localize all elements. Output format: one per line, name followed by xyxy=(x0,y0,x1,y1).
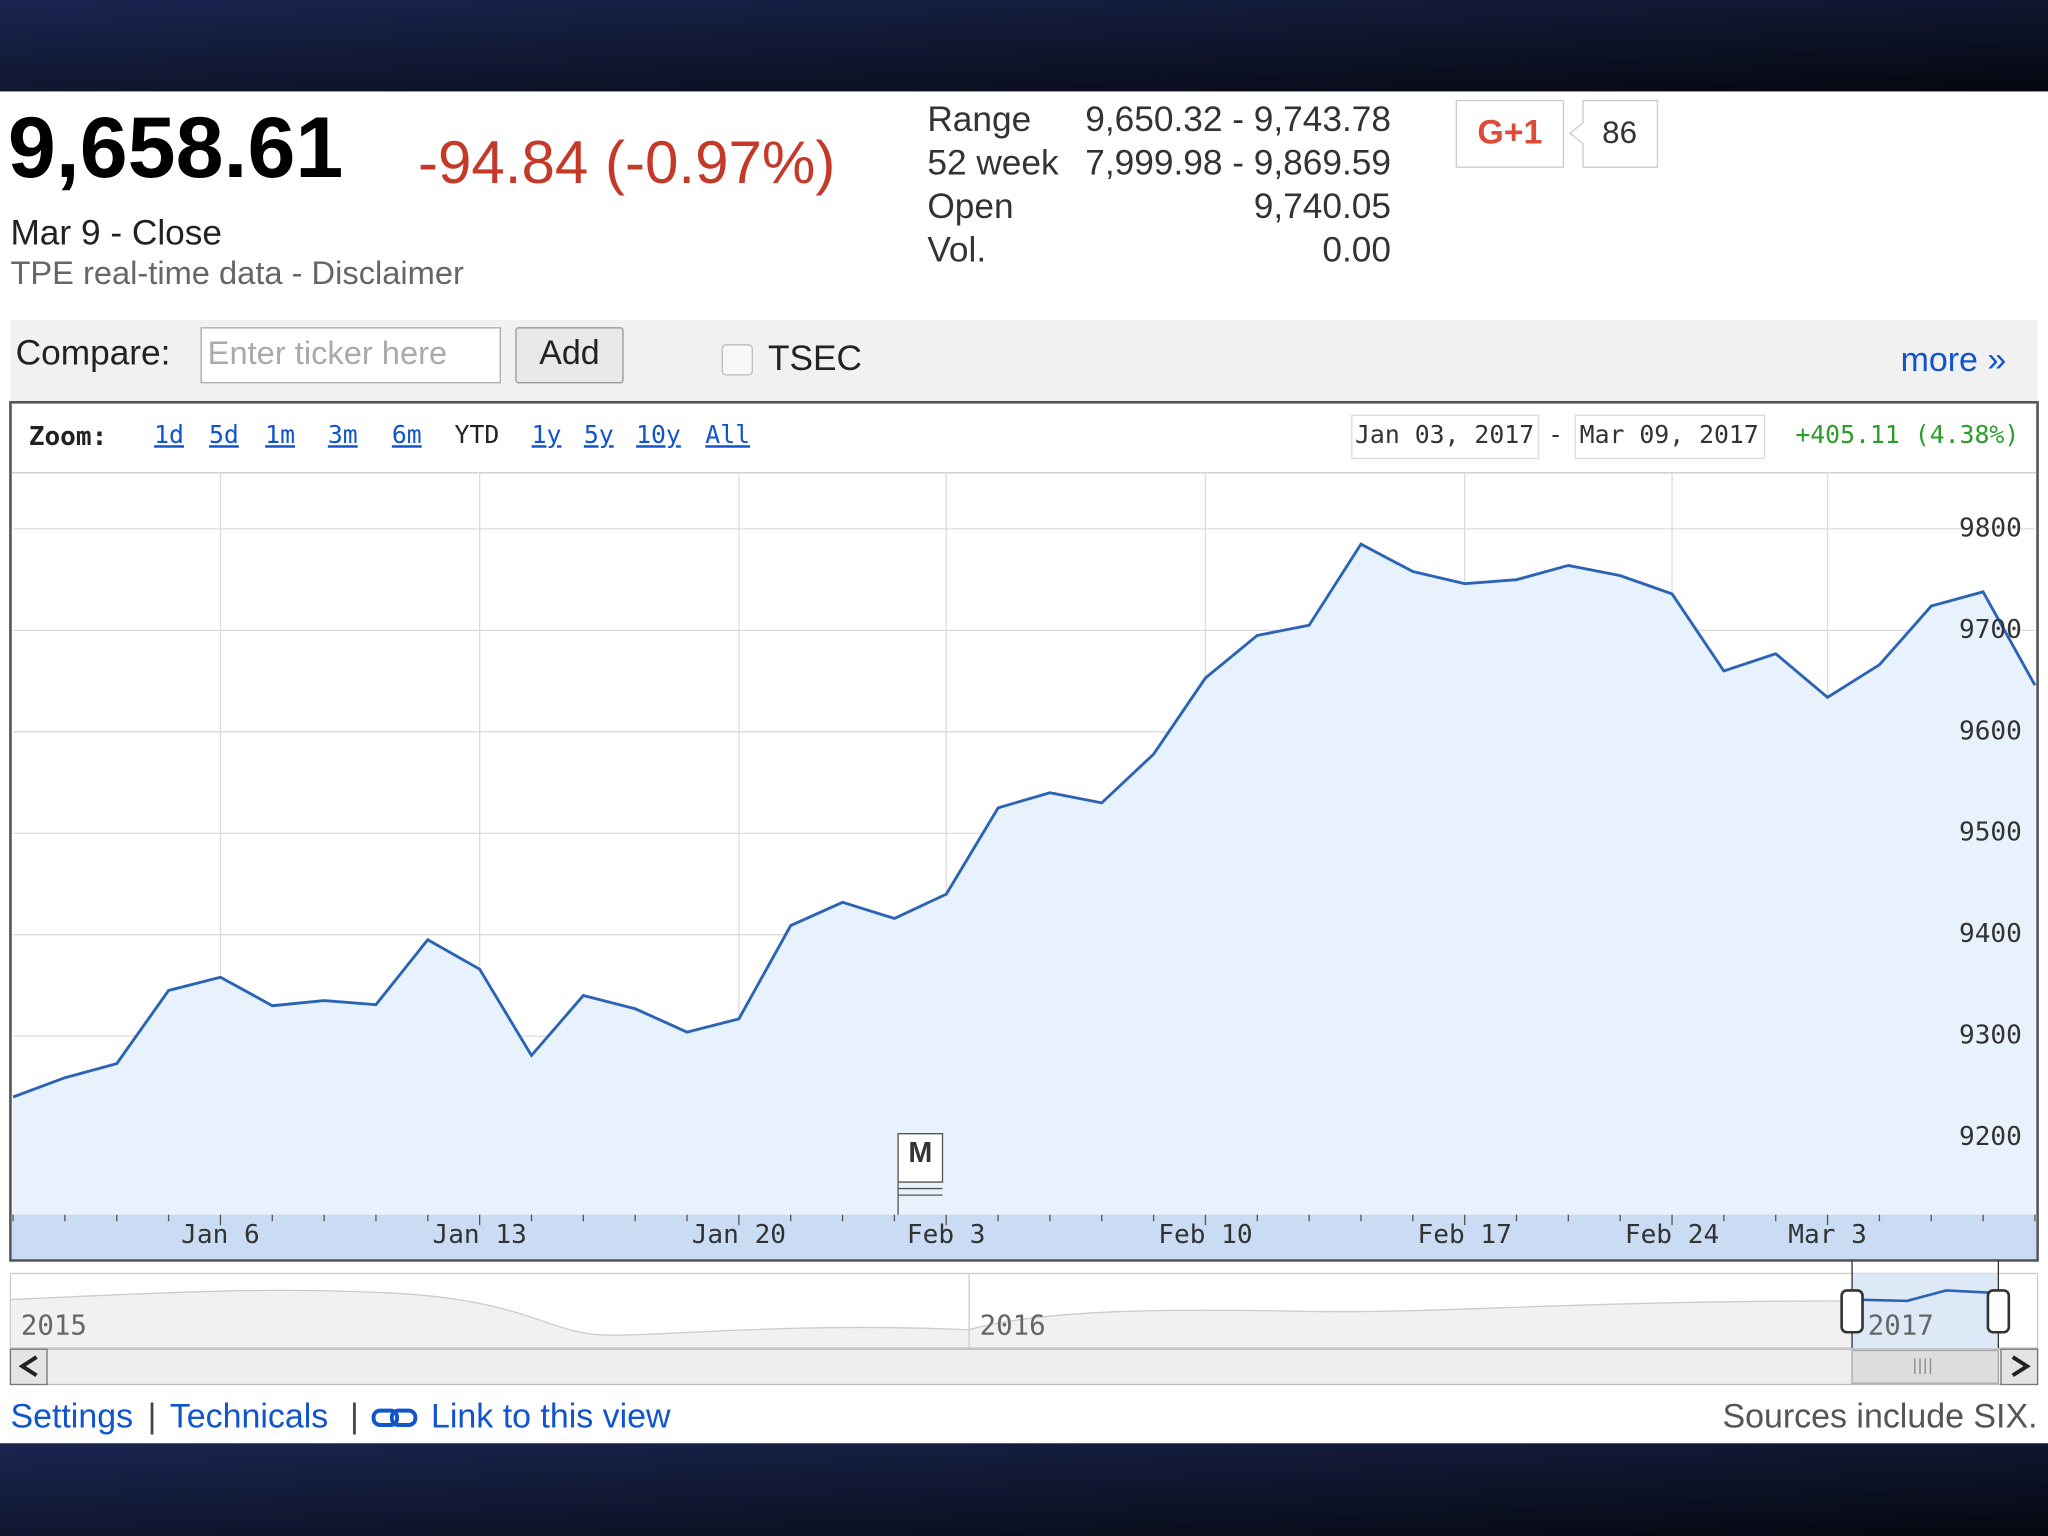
y-tick-label: 9800 xyxy=(1959,513,2022,543)
scrollbar[interactable] xyxy=(9,1348,2039,1386)
compare-label: Compare: xyxy=(16,334,171,373)
plus-one-button[interactable] xyxy=(1455,99,1565,168)
plus-one-label[interactable]: G+1 xyxy=(1477,113,1542,151)
ticker-placeholder[interactable]: Enter ticker here xyxy=(208,334,447,371)
date-from-box[interactable] xyxy=(1351,414,1540,460)
zoom-option: YTD xyxy=(455,420,500,449)
zoom-option[interactable]: 6m xyxy=(392,420,422,449)
add-button[interactable] xyxy=(515,327,624,384)
price-line xyxy=(12,542,2037,1099)
navigator-history xyxy=(9,1289,1853,1349)
navigator-selection-line xyxy=(1852,1289,1999,1303)
marker-label[interactable]: M xyxy=(908,1137,932,1169)
zoom-option[interactable]: 1y xyxy=(532,420,562,449)
price: 9,658.61 xyxy=(8,100,344,196)
selection-handle[interactable] xyxy=(1986,1289,2011,1334)
x-tick-label: Jan 13 xyxy=(432,1220,526,1250)
zoom-options: 1d 5d 1m 3m 6m YTD 1y 5y 10y All xyxy=(154,420,750,449)
year-label: 2015 xyxy=(21,1311,87,1342)
navigator-years: 2015 2016 2017 xyxy=(21,1311,1934,1342)
right-arrow xyxy=(2011,1355,2031,1377)
date-separator: - xyxy=(1548,420,1563,449)
left-arrow xyxy=(18,1355,38,1377)
marker-flag[interactable] xyxy=(897,1133,944,1215)
stat-label: Range xyxy=(927,100,1031,139)
period-change: +405.11 (4.38%) xyxy=(1795,420,2019,449)
tsec-label[interactable]: TSEC xyxy=(768,339,862,378)
scroll-left[interactable] xyxy=(9,1348,48,1386)
price-change: -94.84 (-0.97%) xyxy=(418,129,835,196)
plot: 9200 9300 9400 9500 9600 9700 9800 Jan 6 Jan 13 J… xyxy=(11,474,2037,1260)
scroll-right[interactable] xyxy=(2000,1348,2039,1386)
year-label: 2017 xyxy=(1868,1311,1934,1342)
add-button-label[interactable]: Add xyxy=(539,334,599,372)
zoom-label: Zoom: xyxy=(29,422,108,452)
navigator-selection[interactable] xyxy=(1852,1273,1999,1348)
area xyxy=(13,544,2035,1215)
x-tick-label: Jan 20 xyxy=(692,1220,786,1250)
y-tick-label: 9300 xyxy=(1959,1021,2022,1051)
stat-value: 0.00 xyxy=(1322,230,1391,269)
y-tick-label: 9500 xyxy=(1959,818,2022,848)
bottom-background xyxy=(0,1443,2048,1536)
link-icon[interactable] xyxy=(371,1408,418,1427)
zoom-option[interactable]: 5y xyxy=(584,420,614,449)
stat-value: 9,740.05 xyxy=(1254,187,1391,226)
date-from[interactable]: Jan 03, 2017 xyxy=(1355,420,1534,449)
stat-label: Open xyxy=(927,187,1013,226)
x-tick-label: Jan 6 xyxy=(181,1220,260,1250)
separator: | xyxy=(148,1397,157,1435)
more-link[interactable]: more » xyxy=(1901,341,2007,379)
y-tick-label: 9200 xyxy=(1959,1122,2022,1152)
stat-value: 7,999.98 - 9,869.59 xyxy=(1085,143,1391,182)
x-tick-label: Feb 3 xyxy=(907,1220,986,1250)
stat-label: 52 week xyxy=(927,143,1059,182)
view-link[interactable]: Link to this view xyxy=(431,1397,671,1435)
ticker-input[interactable] xyxy=(200,327,501,384)
y-tick-label: 9700 xyxy=(1959,615,2022,645)
y-tick-label: 9600 xyxy=(1959,716,2022,746)
x-tick-label: Feb 17 xyxy=(1418,1220,1512,1250)
date-to[interactable]: Mar 09, 2017 xyxy=(1580,420,1759,449)
date-to-box[interactable] xyxy=(1574,414,1766,460)
zoom-option[interactable]: All xyxy=(705,420,750,449)
top-background xyxy=(0,0,2048,92)
zoom-option[interactable]: 5d xyxy=(209,420,239,449)
technicals-link[interactable]: Technicals xyxy=(170,1397,328,1435)
selection-handle[interactable] xyxy=(1840,1289,1864,1334)
data-source: TPE real-time data - Disclaimer xyxy=(10,254,464,291)
stats: Range 9,650.32 - 9,743.78 52 week 7,999.98 … xyxy=(927,100,1391,269)
settings-link[interactable]: Settings xyxy=(10,1397,133,1435)
tsec-checkbox[interactable] xyxy=(721,344,753,376)
plus-one-count: 86 xyxy=(1602,115,1637,150)
zoom-option[interactable]: 1m xyxy=(265,420,295,449)
x-tick-label: Feb 24 xyxy=(1625,1220,1719,1250)
count-bubble xyxy=(1568,99,1659,168)
y-tick-label: 9400 xyxy=(1959,919,2022,949)
x-tick-label: Mar 3 xyxy=(1788,1220,1867,1250)
x-tick-label: Feb 10 xyxy=(1158,1220,1252,1250)
zoom-option[interactable]: 10y xyxy=(636,420,681,449)
thumb-grip xyxy=(1914,1358,1932,1375)
x-axis-band xyxy=(11,1214,2037,1260)
sources: Sources include SIX. xyxy=(1723,1397,2038,1435)
stat-value: 9,650.32 - 9,743.78 xyxy=(1085,100,1391,139)
year-label: 2016 xyxy=(980,1311,1046,1342)
stat-label: Vol. xyxy=(927,230,986,269)
zoom-option[interactable]: 1d xyxy=(154,420,184,449)
close-date: Mar 9 - Close xyxy=(10,213,222,252)
zoom-option[interactable]: 3m xyxy=(328,420,358,449)
separator: | xyxy=(350,1397,359,1435)
